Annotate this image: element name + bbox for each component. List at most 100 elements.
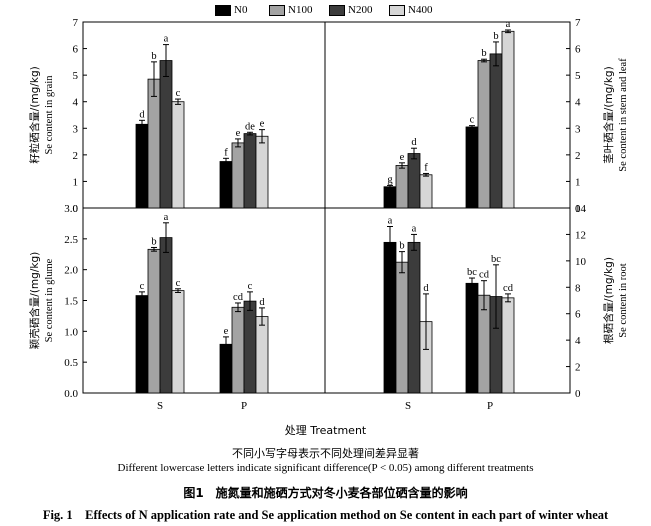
y-tick-label: 5 (575, 70, 581, 82)
legend-item-n200: N200 (329, 4, 372, 16)
bar (231, 306, 245, 394)
y-tick-label: 14 (575, 203, 587, 215)
significance-letter: g (387, 174, 393, 185)
significance-letter: c (176, 88, 181, 99)
significance-letter: de (245, 121, 255, 132)
bar (243, 300, 257, 394)
bar (489, 53, 503, 209)
y-tick-label: 1.0 (64, 326, 78, 338)
note-english: Different lowercase letters indicate sig… (117, 462, 534, 474)
y-tick-label: 1.5 (64, 296, 78, 308)
significance-letter: e (224, 326, 229, 337)
legend-swatch-n400 (389, 4, 405, 16)
bar (465, 126, 479, 209)
y-tick-label: 10 (575, 256, 587, 268)
bar (159, 237, 173, 394)
legend-swatch-n200 (329, 4, 345, 16)
bar (501, 297, 515, 394)
significance-letter: a (164, 212, 169, 223)
y-tick-label: 3 (575, 123, 581, 135)
significance-letter: b (151, 51, 156, 62)
figure-caption-chinese: 图1 施氮量和施硒方式对冬小麦各部位硒含量的影响 (183, 486, 468, 500)
significance-letter: a (388, 216, 393, 227)
legend-label-n100: N100 (288, 4, 313, 16)
x-axis-title: 处理 Treatment (284, 424, 367, 437)
significance-letter: d (423, 283, 429, 294)
y-axis-title-cn: 籽粒硒含量/(mg/kg) (28, 66, 41, 163)
bar (383, 241, 397, 394)
significance-letter: f (424, 162, 428, 173)
significance-letter: cd (479, 270, 490, 281)
y-tick-label: 4 (575, 97, 581, 109)
bar (147, 78, 161, 209)
y-tick-label: 8 (575, 282, 581, 294)
significance-letter: c (176, 278, 181, 289)
y-tick-label: 2 (575, 150, 581, 162)
y-tick-label: 5 (73, 70, 79, 82)
bar (477, 60, 491, 209)
bar (135, 123, 149, 209)
legend-item-n100: N100 (269, 4, 312, 16)
significance-letter: b (481, 48, 486, 59)
significance-letter: cd (233, 292, 244, 303)
x-tick-label: S (157, 400, 163, 412)
significance-letter: b (493, 31, 498, 42)
bar (383, 186, 397, 209)
significance-letter: b (151, 236, 156, 247)
significance-letter: bc (467, 267, 477, 278)
bar (135, 295, 149, 394)
legend-item-n400: N400 (389, 4, 432, 16)
y-axis-title-cn: 根硒含量/(mg/kg) (602, 257, 615, 344)
y-tick-label: 4 (575, 335, 581, 347)
significance-letter: b (399, 241, 404, 252)
significance-letter: d (259, 297, 265, 308)
bar (501, 30, 515, 209)
legend-label-n200: N200 (348, 4, 373, 16)
x-tick-label: P (241, 400, 247, 412)
bar (171, 101, 185, 209)
bar (171, 290, 185, 394)
significance-letter: a (412, 223, 417, 234)
significance-letter: c (470, 115, 475, 126)
legend-swatch-n0 (215, 4, 231, 16)
significance-letter: cd (503, 283, 514, 294)
significance-letter: e (236, 128, 241, 139)
significance-letter: d (139, 109, 145, 120)
y-tick-label: 7 (73, 17, 79, 29)
y-axis-title-en: Se content in stem and leaf (618, 58, 629, 172)
legend: N0 N100 N200 N400 (215, 4, 515, 18)
y-tick-label: 0 (575, 388, 581, 400)
y-tick-label: 1 (73, 176, 79, 188)
y-tick-label: 0.0 (64, 388, 78, 400)
bar (395, 165, 409, 209)
significance-letter: a (506, 19, 511, 30)
bar (465, 282, 479, 394)
y-axis-title-en: Se content in glume (44, 258, 55, 342)
y-tick-label: 1 (575, 176, 581, 188)
y-tick-label: 0.5 (64, 357, 78, 369)
bar (407, 153, 421, 209)
y-tick-label: 2 (575, 362, 581, 374)
bar (219, 161, 233, 209)
legend-swatch-n100 (269, 4, 285, 16)
legend-item-n0: N0 (215, 4, 247, 16)
y-tick-label: 2 (73, 150, 79, 162)
significance-letter: bc (491, 254, 501, 265)
bar (147, 248, 161, 394)
significance-letter: e (260, 119, 265, 130)
significance-letter: d (411, 137, 417, 148)
x-tick-label: P (487, 400, 493, 412)
y-tick-label: 2.0 (64, 265, 78, 277)
bar (407, 241, 421, 394)
note-chinese: 不同小写字母表示不同处理间差异显著 (232, 447, 419, 460)
bar (243, 133, 257, 209)
y-tick-label: 0 (575, 203, 581, 215)
significance-letter: f (224, 147, 228, 158)
significance-letter: c (248, 281, 253, 292)
significance-letter: e (400, 152, 405, 163)
significance-letter: a (164, 34, 169, 45)
y-tick-label: 3.0 (64, 203, 78, 215)
y-tick-label: 12 (575, 229, 586, 241)
y-axis-title-en: Se content in grain (44, 75, 55, 155)
legend-label-n0: N0 (234, 4, 248, 16)
